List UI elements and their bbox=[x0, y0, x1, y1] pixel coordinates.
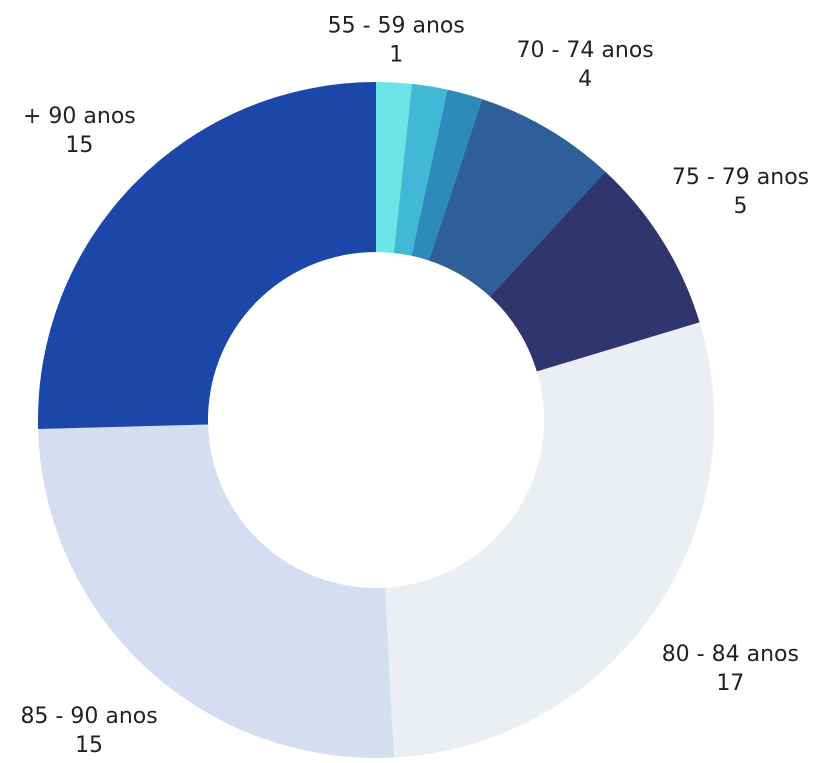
donut-segment bbox=[38, 424, 394, 758]
value-label: 1 bbox=[389, 43, 403, 68]
segment-label: 70 - 74 anos bbox=[517, 38, 654, 63]
donut-segment bbox=[376, 82, 412, 253]
donut-segment bbox=[393, 83, 448, 256]
segment-label: 55 - 59 anos bbox=[328, 14, 465, 39]
donut-segment bbox=[428, 99, 606, 297]
donut-segment bbox=[489, 171, 700, 372]
segment-label: + 90 anos bbox=[23, 104, 136, 129]
donut-segment bbox=[38, 82, 376, 429]
value-label: 17 bbox=[716, 671, 744, 696]
value-label: 15 bbox=[75, 733, 103, 758]
segment-label: 85 - 90 anos bbox=[20, 704, 157, 729]
donut-segment bbox=[384, 322, 715, 758]
value-label: 5 bbox=[734, 194, 748, 219]
segment-label: 80 - 84 anos bbox=[662, 642, 799, 667]
value-label: 15 bbox=[65, 133, 93, 158]
value-label: 4 bbox=[578, 67, 592, 92]
donut-segment bbox=[411, 89, 483, 261]
segment-label: 75 - 79 anos bbox=[672, 165, 809, 190]
